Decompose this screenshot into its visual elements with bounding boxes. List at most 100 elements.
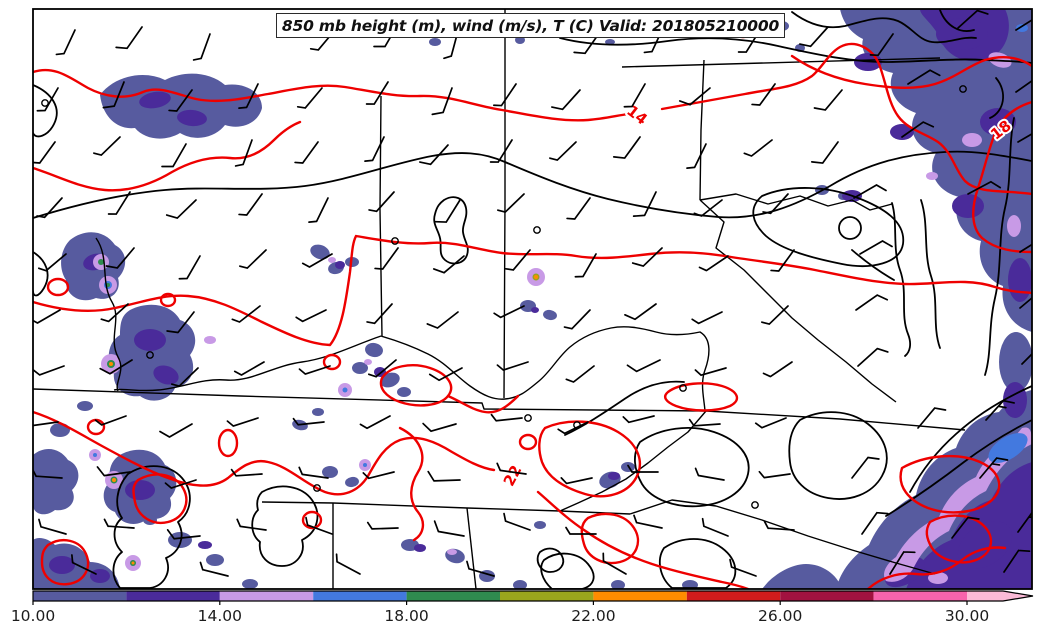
convective-cell [109, 362, 113, 366]
temperature-contour [790, 54, 1032, 89]
wind-barb [853, 184, 887, 199]
height-contour [564, 380, 685, 436]
shading-region [198, 541, 212, 549]
shading-region [352, 362, 368, 374]
wind-barb [627, 464, 659, 473]
colorbar-tick-label: 30.00 [945, 607, 989, 625]
shading-region [177, 109, 207, 127]
colorbar-extend [967, 591, 1003, 601]
wind-barb [1017, 128, 1032, 143]
wind-barb [631, 247, 663, 267]
shading-region [926, 172, 938, 180]
wind-barb [55, 29, 76, 56]
wind-barb [168, 89, 193, 112]
temperature-contour [660, 42, 1032, 196]
height-contour [433, 196, 469, 265]
wind-barb [292, 417, 325, 426]
shading-region [49, 556, 75, 574]
temperature-contour [538, 420, 641, 498]
wind-barb [33, 418, 59, 427]
wind-barb [985, 399, 1015, 421]
wind-barb [115, 26, 143, 50]
wind-barb [565, 526, 597, 535]
temperature-contour-ring [159, 292, 177, 308]
shading-region [999, 332, 1032, 392]
shading-region [515, 36, 525, 44]
colorbar-outline [32, 590, 1034, 602]
wind-barb [166, 528, 201, 540]
shading-region [206, 554, 224, 566]
convective-cell [534, 275, 538, 279]
shading-region [447, 549, 457, 555]
shading-region [312, 408, 324, 416]
wind-barb [701, 517, 729, 537]
wind-barb [851, 456, 880, 479]
height-contour [33, 251, 49, 297]
wind-barb [71, 554, 97, 575]
temperature-contour [664, 382, 739, 412]
wind-barb [366, 521, 399, 530]
shading-region [139, 91, 171, 109]
temperature-contour [33, 120, 302, 192]
calm-wind-circle [959, 85, 967, 93]
colorbar-segment [780, 591, 874, 601]
wind-barb [1019, 290, 1032, 309]
wind-barb [967, 180, 1002, 195]
wind-barb [813, 89, 843, 111]
wind-barb [366, 303, 393, 325]
state-boundaries [33, 9, 966, 589]
wind-barb [105, 247, 135, 269]
shading-region [335, 261, 345, 269]
height-contour [112, 465, 191, 589]
wind-barb [770, 249, 795, 272]
calm-wind-circle [751, 501, 759, 509]
wind-barb [365, 81, 389, 105]
colorbar-arrow [1003, 591, 1033, 601]
shading-region [397, 387, 411, 397]
wind-barb [103, 518, 135, 529]
colorbar-segment [219, 591, 314, 601]
wind-barb [298, 365, 331, 375]
wind-barb [490, 413, 523, 422]
wind-barb [623, 83, 646, 108]
wind-barb [688, 418, 721, 427]
wind-barb [691, 311, 723, 325]
height-contour [939, 9, 975, 32]
wind-barb [102, 81, 125, 109]
wind-barb [1017, 510, 1032, 533]
wind-barb [226, 417, 259, 427]
colorbar-tick-label: 26.00 [758, 607, 802, 625]
shading-region [762, 564, 842, 589]
wind-barb [563, 309, 591, 330]
wind-barb [574, 253, 597, 278]
wind-barb [917, 407, 947, 429]
wind-barb [171, 367, 199, 387]
shading-region [682, 580, 698, 589]
wind-barb [762, 361, 793, 378]
colorbar-tick-label: 22.00 [571, 607, 615, 625]
wind-barb [164, 479, 197, 489]
wind-barb [236, 518, 267, 531]
temperature-contour [132, 473, 188, 525]
shading-region [962, 133, 982, 147]
wind-barb [305, 516, 333, 535]
state-boundary [559, 410, 707, 512]
wind-barb [192, 33, 211, 61]
wind-barb [298, 466, 329, 479]
wind-barb [362, 471, 395, 480]
state-boundary [699, 193, 893, 211]
wind-barb [36, 197, 63, 219]
calm-wind-circle [391, 237, 399, 245]
wind-barb [295, 309, 327, 323]
wind-barb [979, 457, 1009, 479]
colorbar-tick-label: 14.00 [198, 607, 242, 625]
colorbar: 10.00 14.00 18.00 22.00 26.00 30.00 [11, 590, 1034, 625]
height-contour [536, 547, 565, 573]
wind-barb [859, 240, 893, 255]
state-boundary [380, 326, 710, 412]
wind-barb [493, 305, 525, 319]
temperature-contour-ring [301, 510, 323, 530]
wind-barb [799, 26, 829, 48]
state-boundary [466, 507, 477, 589]
wind-barb [238, 193, 263, 216]
